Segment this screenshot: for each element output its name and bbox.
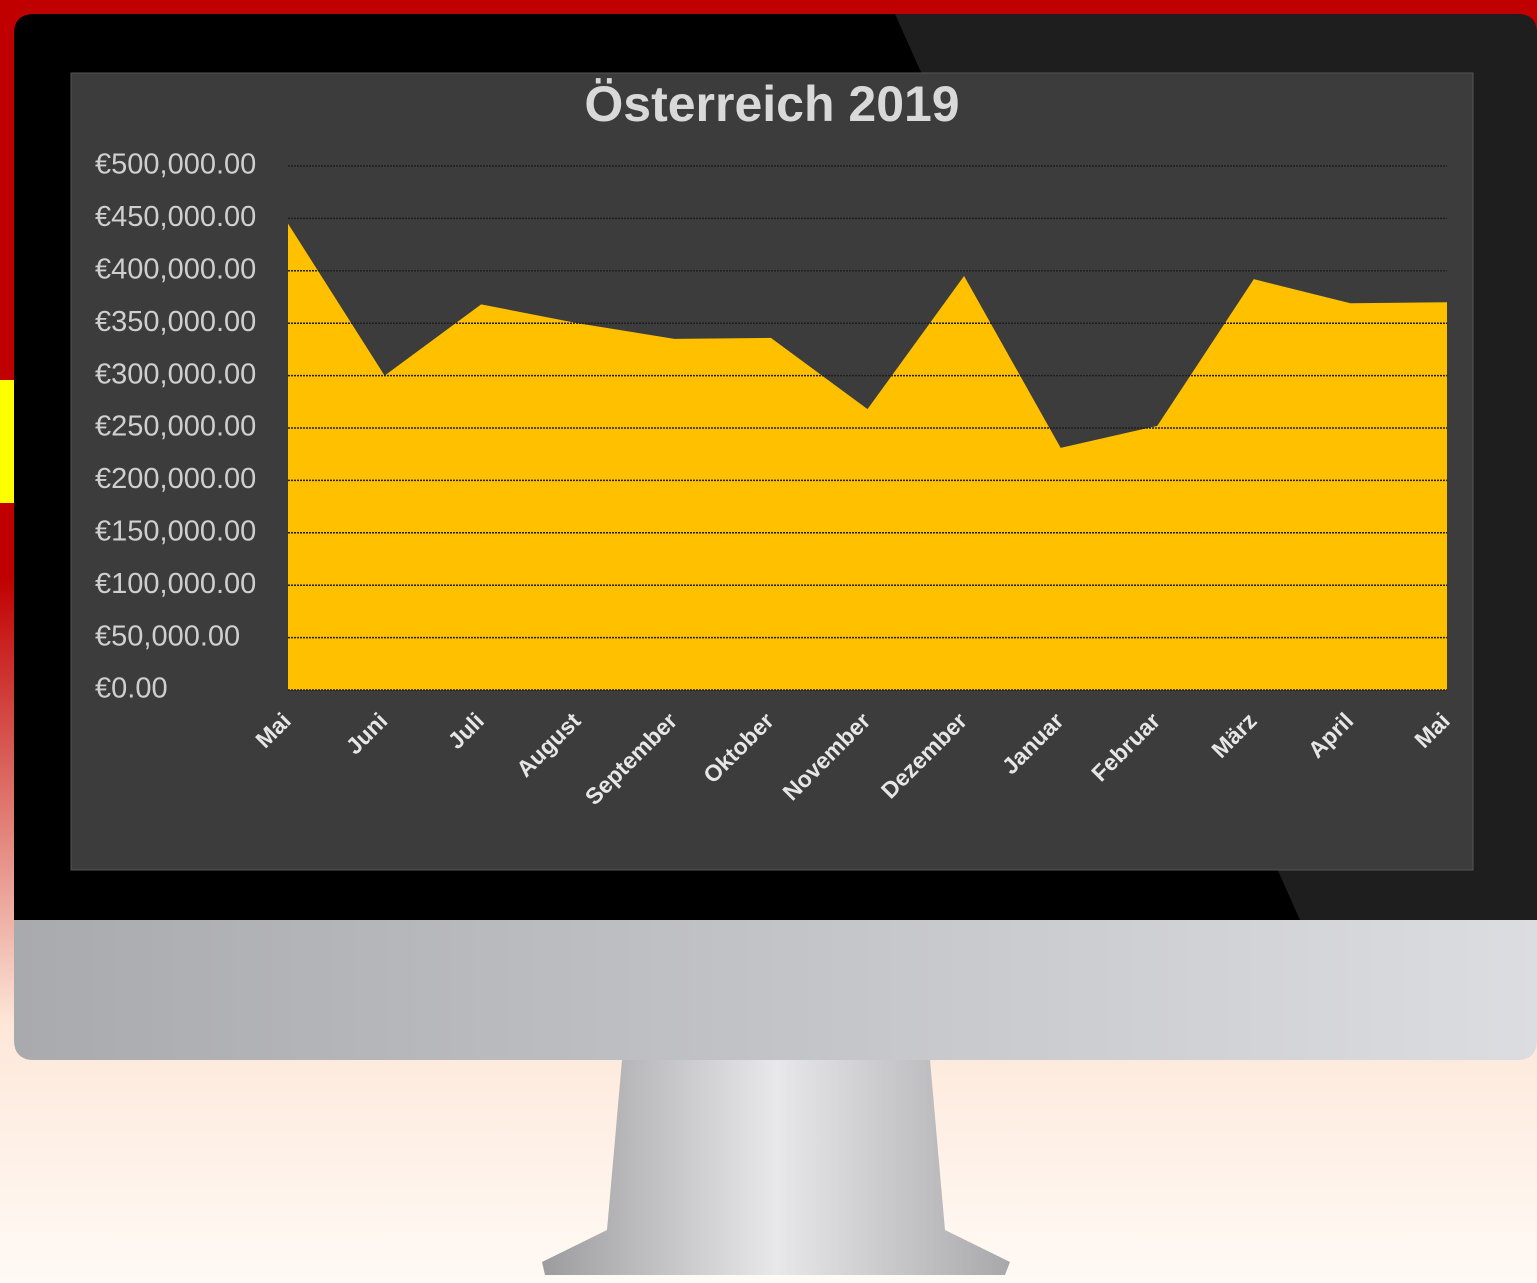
y-tick-label: €450,000.00 xyxy=(95,201,256,233)
y-tick-label: €0.00 xyxy=(95,673,168,705)
y-tick-label: €200,000.00 xyxy=(95,463,256,495)
y-tick-label: €350,000.00 xyxy=(95,306,256,338)
y-tick-label: €150,000.00 xyxy=(95,515,256,547)
y-tick-label: €100,000.00 xyxy=(95,568,256,600)
monitor-stand xyxy=(542,1060,1010,1275)
y-tick-label: €250,000.00 xyxy=(95,411,256,443)
y-tick-label: €500,000.00 xyxy=(95,149,256,181)
y-tick-label: €400,000.00 xyxy=(95,253,256,285)
y-tick-label: €50,000.00 xyxy=(95,620,240,652)
chart-title: Österreich 2019 xyxy=(584,76,959,132)
y-tick-label: €300,000.00 xyxy=(95,358,256,390)
monitor-chin xyxy=(14,920,1537,1060)
area xyxy=(288,223,1447,690)
